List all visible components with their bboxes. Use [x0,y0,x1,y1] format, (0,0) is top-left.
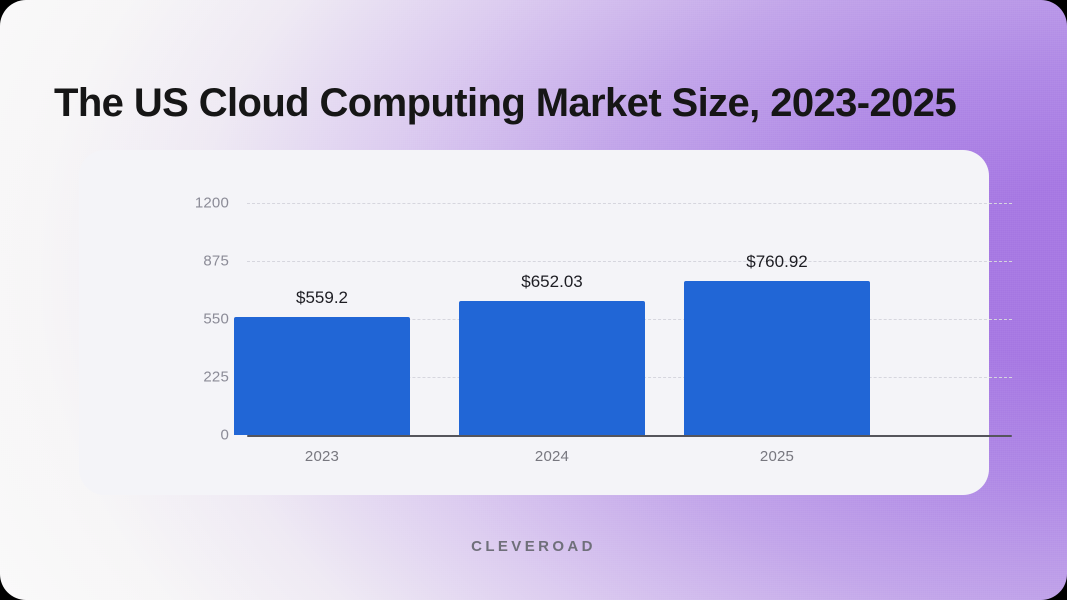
bar-value-label-2025: $760.92 [746,252,808,272]
y-axis-tick-label: 550 [203,310,229,328]
bar-value-label-2024: $652.03 [521,271,583,291]
y-axis-tick-label: 1200 [194,194,229,212]
x-axis-line [247,435,1012,437]
y-axis-tick-label: 875 [203,252,229,270]
y-axis-tick-label: 225 [203,368,229,386]
gridline [247,261,1012,262]
gridline [247,203,1012,204]
x-axis-tick-label-2023: 2023 [304,448,340,465]
y-axis-tick-label: 0 [220,426,229,444]
bar-2024[interactable] [459,300,645,435]
x-axis-tick-label-2025: 2025 [759,448,795,465]
bar-2025[interactable] [684,281,870,435]
chart-card: 1200 875 550 225 0 $559.2 2023 $652.03 2024 $760.… [79,150,1012,495]
page-title: The US Cloud Computing Market Size, 2023… [54,80,957,125]
brand-wordmark: CLEVEROAD [471,538,596,555]
x-axis-tick-label-2024: 2024 [534,448,570,465]
bar-value-label-2023: $559.2 [296,288,348,308]
bar-2023[interactable] [234,317,410,435]
